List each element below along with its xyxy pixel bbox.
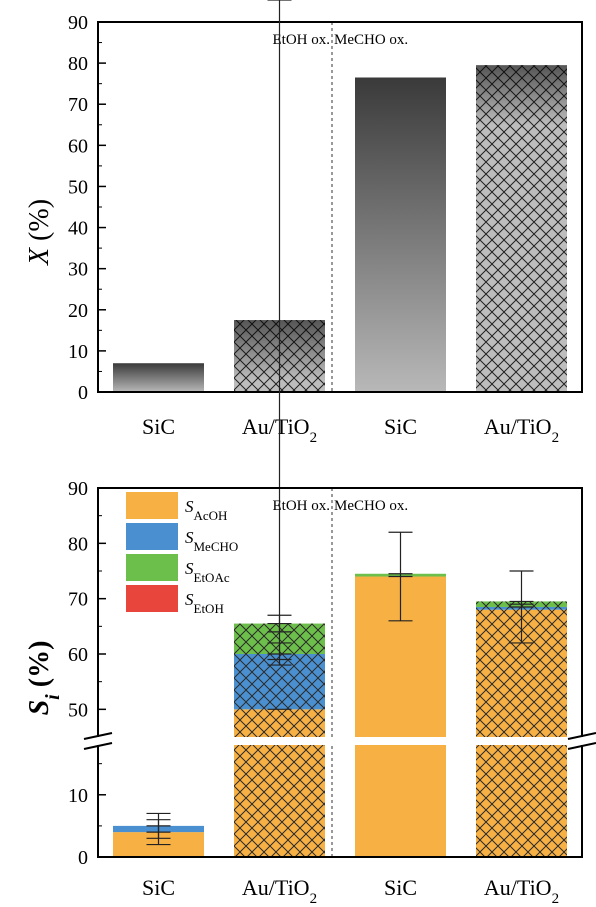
y-tick-label: 30 [68, 259, 88, 281]
bar-shade [476, 65, 567, 126]
y-axis-ticks: 50 60 70 80 90 0 10 [68, 478, 106, 869]
bar-hatch [234, 709, 325, 737]
y-axis-label: X (%) [24, 199, 55, 266]
y-tick-label: 50 [68, 176, 88, 198]
break-slash [83, 742, 113, 750]
x-axis-labels: SiC Au/TiO2 SiC Au/TiO2 [142, 414, 559, 446]
bar [113, 363, 204, 392]
selectivity-chart: 50 60 70 80 90 0 10 EtOH ox. MeCHO ox. SAcOH SM… [24, 0, 596, 907]
error-bars [146, 0, 534, 846]
y-tick-label: 40 [68, 218, 88, 240]
bar [355, 77, 446, 392]
y-tick-label: 0 [78, 847, 88, 869]
plot-frame [97, 487, 583, 858]
annotation-etoh: EtOH ox. [273, 498, 331, 514]
legend-swatch-mecho [126, 523, 178, 550]
break-slash [567, 742, 596, 750]
y-tick-label: 70 [68, 94, 88, 116]
axis-break [83, 732, 596, 750]
break-slash [567, 732, 596, 740]
x-label-0: SiC [142, 414, 175, 439]
break-gap [97, 737, 583, 745]
y-tick-label: 90 [68, 12, 88, 34]
legend-swatch-acoh [126, 492, 178, 519]
legend: SAcOH SMeCHO SEtOAc SEtOH [126, 492, 238, 616]
bar-segment-acoh [355, 745, 446, 857]
y-tick-label: 80 [68, 533, 88, 555]
annotation-mecho: MeCHO ox. [334, 32, 408, 48]
legend-label-acoh: SAcOH [185, 497, 227, 523]
annotation-etoh: EtOH ox. [273, 32, 331, 48]
x-label-3: Au/TiO2 [484, 414, 559, 446]
y-tick-label: 70 [68, 589, 88, 611]
bars [113, 65, 567, 393]
y-tick-label: 10 [68, 341, 88, 363]
x-axis-labels: SiC Au/TiO2 SiC Au/TiO2 [142, 875, 559, 907]
plot-frame [97, 21, 583, 393]
y-axis-ticks: 0 10 20 30 40 50 60 70 80 90 [68, 12, 106, 404]
y-tick-label: 50 [68, 699, 88, 721]
bar-hatch [476, 745, 567, 857]
break-slash [83, 732, 113, 740]
bar-hatch [234, 745, 325, 857]
legend-swatch-etoac [126, 554, 178, 581]
x-label-1: Au/TiO2 [242, 875, 317, 907]
y-tick-label: 80 [68, 53, 88, 75]
y-tick-label: 60 [68, 644, 88, 666]
x-label-3: Au/TiO2 [484, 875, 559, 907]
legend-swatch-etoh [126, 585, 178, 612]
stacked-bars [113, 573, 567, 857]
x-label-2: SiC [384, 414, 417, 439]
y-axis-label: Si (%) [24, 641, 64, 716]
annotation-mecho: MeCHO ox. [334, 498, 408, 514]
y-tick-label: 0 [78, 382, 88, 404]
x-label-1: Au/TiO2 [242, 414, 317, 446]
y-tick-label: 10 [68, 785, 88, 807]
x-label-0: SiC [142, 875, 175, 900]
x-label-2: SiC [384, 875, 417, 900]
y-tick-label: 90 [68, 478, 88, 500]
legend-label-etoac: SEtOAc [185, 559, 230, 585]
conversion-chart: 0 10 20 30 40 50 60 70 80 90 EtOH ox. MeCHO ox. S… [24, 12, 583, 446]
legend-label-etoh: SEtOH [185, 590, 224, 616]
legend-label-mecho: SMeCHO [185, 528, 238, 554]
y-tick-label: 20 [68, 300, 88, 322]
y-tick-label: 60 [68, 135, 88, 157]
